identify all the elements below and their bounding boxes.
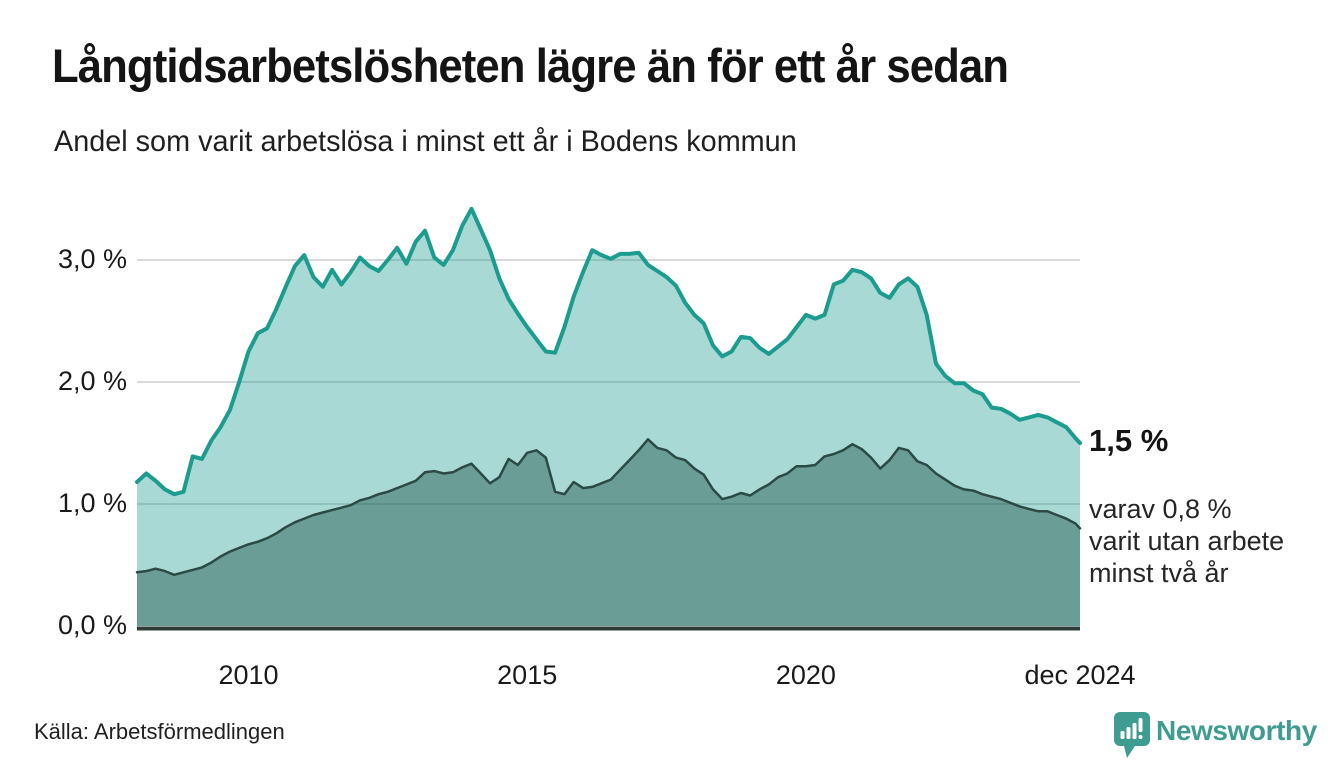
- x-tick-label: 2010: [218, 660, 279, 690]
- area-two-year: [137, 439, 1080, 626]
- series-end-value-label: 1,5 %: [1089, 423, 1169, 458]
- line-two-year: [135, 438, 1082, 577]
- annotation-line: varav 0,8 %: [1089, 494, 1232, 524]
- source-note: Källa: Arbetsförmedlingen: [34, 719, 285, 744]
- annotation-line: minst två år: [1089, 558, 1229, 588]
- newsworthy-wordmark: Newsworthy: [1156, 715, 1317, 746]
- line-one-year: [135, 206, 1082, 497]
- y-tick-label: 2,0 %: [57, 366, 127, 396]
- x-tick-label: 2020: [775, 660, 836, 690]
- annotation-line: varit utan arbete: [1089, 526, 1285, 556]
- y-tick-label: 1,0 %: [57, 488, 127, 518]
- page-title: Långtidsarbetslösheten lägre än för ett …: [52, 39, 1009, 92]
- newsworthy-logo: Newsworthy: [1113, 710, 1333, 765]
- secondary-series-annotation: varav 0,8 % varit utan arbete minst två …: [1089, 493, 1340, 589]
- area-one-year: [137, 208, 1080, 627]
- x-tick-label: 2015: [497, 660, 558, 690]
- y-tick-label: 3,0 %: [57, 244, 127, 274]
- x-tick-label: dec 2024: [1024, 660, 1136, 690]
- newsworthy-badge-icon: [1114, 712, 1150, 758]
- y-tick-label: 0,0 %: [57, 610, 127, 640]
- chart-subtitle: Andel som varit arbetslösa i minst ett å…: [54, 125, 797, 158]
